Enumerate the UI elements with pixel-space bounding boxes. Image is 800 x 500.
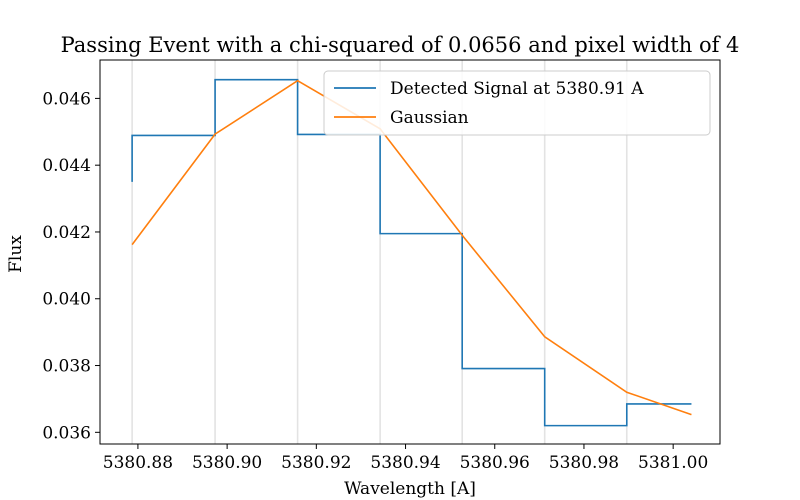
y-tick-label: 0.046 bbox=[42, 89, 91, 109]
legend-box bbox=[323, 70, 711, 136]
y-axis-label: Flux bbox=[6, 235, 26, 273]
legend: Detected Signal at 5380.91 A Gaussian bbox=[323, 70, 711, 136]
x-tick-label: 5381.00 bbox=[638, 453, 708, 473]
y-tick-label: 0.038 bbox=[42, 357, 91, 377]
x-tick-label: 5380.94 bbox=[370, 453, 440, 473]
x-tick-label: 5380.88 bbox=[103, 453, 173, 473]
x-tick-label: 5380.92 bbox=[281, 453, 351, 473]
x-axis-ticks: 5380.88 5380.90 5380.92 5380.94 5380.96 5380.… bbox=[103, 444, 708, 473]
x-tick-label: 5380.96 bbox=[460, 453, 530, 473]
x-axis-label: Wavelength [A] bbox=[344, 479, 476, 499]
y-axis-ticks: 0.036 0.038 0.040 0.042 0.044 0.046 bbox=[42, 89, 100, 443]
x-tick-label: 5380.98 bbox=[549, 453, 619, 473]
series-line-gaussian bbox=[131, 79, 692, 416]
y-tick-label: 0.036 bbox=[42, 423, 91, 443]
series-layer bbox=[131, 78, 692, 427]
y-tick-label: 0.040 bbox=[42, 290, 91, 310]
legend-label: Gaussian bbox=[390, 108, 469, 128]
legend-label: Detected Signal at 5380.91 A bbox=[390, 79, 644, 99]
x-tick-label: 5380.90 bbox=[192, 453, 262, 473]
plot-area-frame bbox=[99, 59, 721, 445]
y-tick-label: 0.042 bbox=[42, 223, 91, 243]
chart-title: Passing Event with a chi-squared of 0.06… bbox=[61, 33, 740, 57]
series-line-detected-signal-at-5380-91-a bbox=[131, 78, 692, 427]
y-tick-label: 0.044 bbox=[42, 156, 91, 176]
